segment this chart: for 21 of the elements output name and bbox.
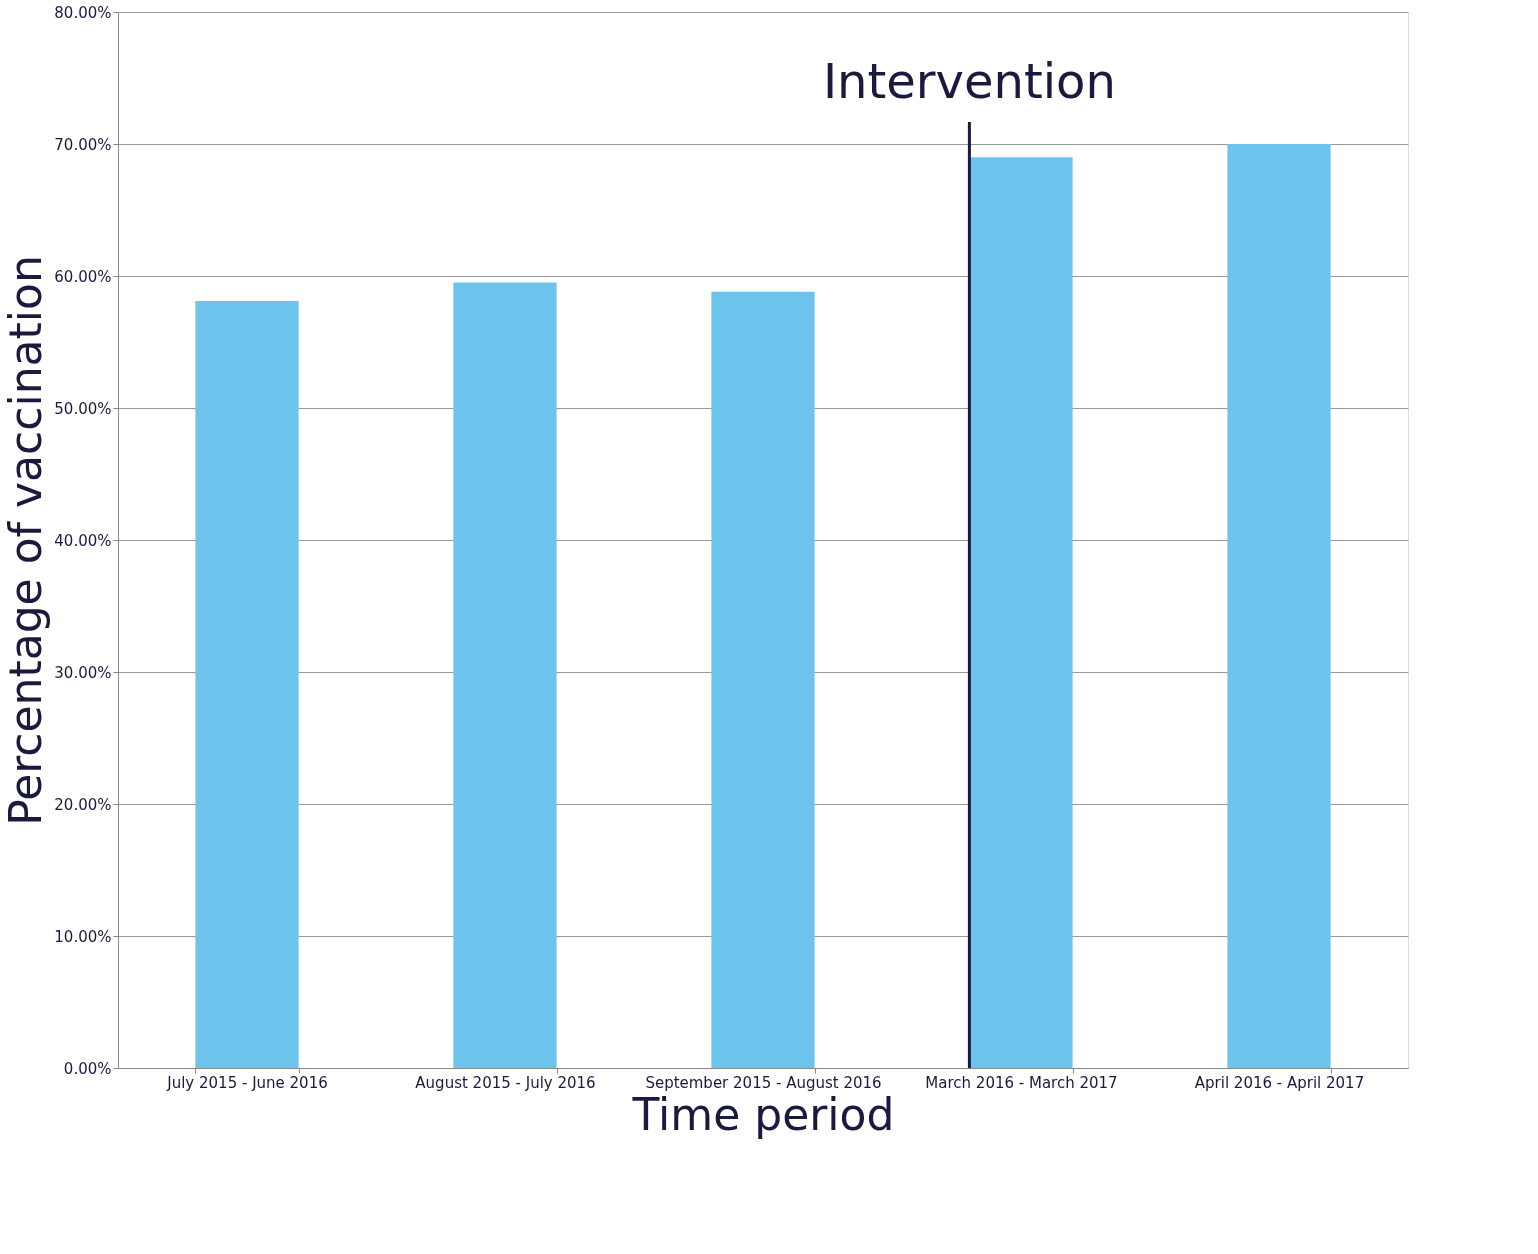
y-tick-label: 0.00% xyxy=(63,1059,112,1078)
bar xyxy=(711,291,815,1068)
x-tick-label: July 2015 - June 2016 xyxy=(166,1073,328,1092)
y-tick-label: 80.00% xyxy=(54,3,112,22)
y-tick-label: 60.00% xyxy=(54,267,112,286)
y-tick-label: 70.00% xyxy=(54,135,112,154)
x-tick-label: August 2015 - July 2016 xyxy=(415,1073,596,1092)
x-tick-label: March 2016 - March 2017 xyxy=(925,1073,1118,1092)
ref-line-label: Intervention xyxy=(822,53,1116,109)
y-tick-label: 30.00% xyxy=(54,663,112,682)
y-tick-label: 20.00% xyxy=(54,795,112,814)
bar xyxy=(195,301,299,1068)
x-tick-label: April 2016 - April 2017 xyxy=(1194,1073,1365,1092)
y-tick-label: 10.00% xyxy=(54,927,112,946)
bar xyxy=(1227,144,1331,1068)
bar xyxy=(969,157,1073,1068)
y-axis-title: Percentage of vaccination xyxy=(0,255,52,826)
y-tick-label: 50.00% xyxy=(54,399,112,418)
bar xyxy=(453,282,557,1068)
x-tick-label: September 2015 - August 2016 xyxy=(645,1073,882,1092)
y-tick-label: 40.00% xyxy=(54,531,112,550)
